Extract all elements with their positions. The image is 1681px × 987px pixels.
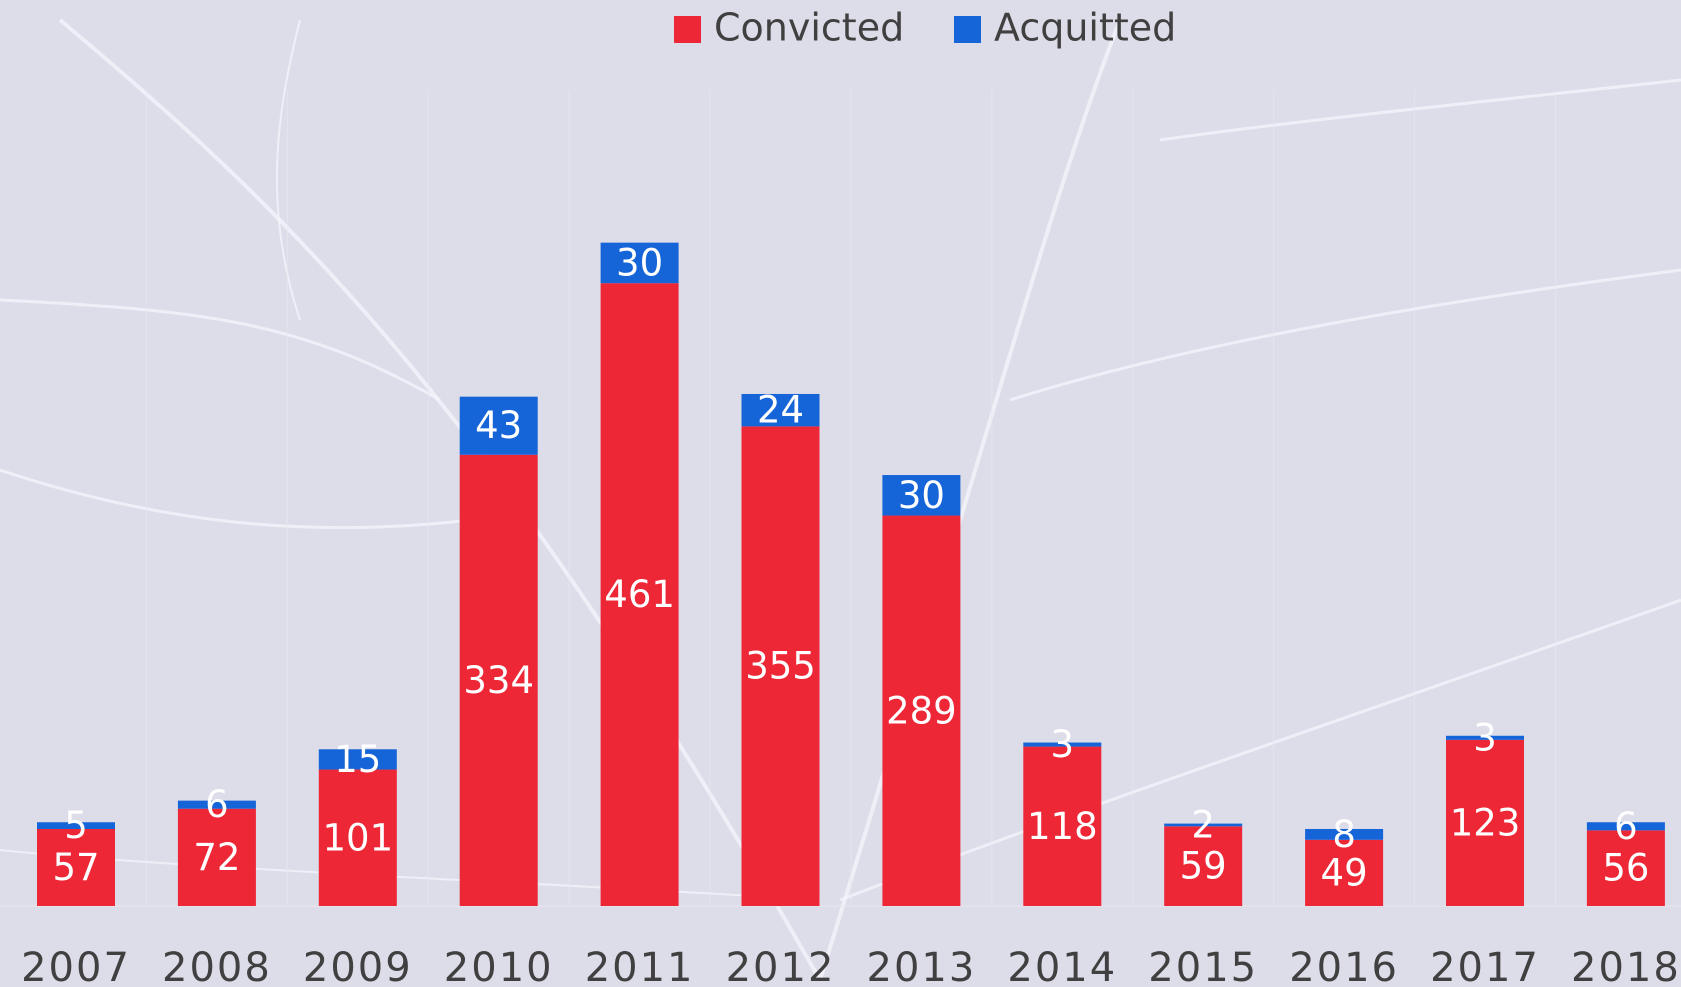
x-tick-label: 2007 <box>21 945 131 987</box>
legend-swatch <box>954 16 981 43</box>
bar-segment <box>37 822 115 829</box>
data-label: 24 <box>757 389 804 432</box>
bar-segment <box>318 769 397 906</box>
data-label: 6 <box>205 783 229 826</box>
bar-segment <box>1446 735 1524 740</box>
bar-segment <box>1586 830 1665 906</box>
bar-segment <box>882 475 961 516</box>
data-label: 5 <box>64 804 88 847</box>
bar-segment <box>1164 826 1243 906</box>
x-tick-label: 2015 <box>1148 945 1258 987</box>
legend-label: Convicted <box>714 6 904 50</box>
x-tick-label: 2009 <box>303 945 413 987</box>
legend-swatch <box>674 16 701 43</box>
bar-segment <box>1305 828 1384 840</box>
x-tick-label: 2014 <box>1007 945 1117 987</box>
data-label: 72 <box>193 836 240 879</box>
data-label: 3 <box>1051 723 1075 766</box>
bar-segment <box>177 808 256 906</box>
x-tick-label: 2010 <box>444 945 554 987</box>
data-label: 2 <box>1191 803 1215 846</box>
data-label: 57 <box>52 846 99 889</box>
x-tick-label: 2017 <box>1430 945 1540 987</box>
data-label: 461 <box>604 573 675 616</box>
data-label: 6 <box>1614 805 1638 848</box>
data-label: 334 <box>463 659 534 702</box>
data-label: 101 <box>322 816 393 859</box>
data-label: 355 <box>745 645 816 688</box>
bar-segment <box>1164 823 1243 827</box>
data-label: 123 <box>1450 801 1521 844</box>
data-label: 59 <box>1180 845 1227 888</box>
data-label: 49 <box>1321 851 1368 894</box>
bar-segment <box>1023 742 1102 747</box>
bar-segment <box>741 393 820 427</box>
data-label: 289 <box>886 689 957 732</box>
x-tick-label: 2016 <box>1289 945 1399 987</box>
data-label: 30 <box>616 241 663 284</box>
bar-segment <box>741 426 820 906</box>
bar-segment <box>1446 739 1524 906</box>
data-label: 3 <box>1473 716 1497 759</box>
bar-segment <box>459 396 538 455</box>
x-tick-label: 2011 <box>585 945 695 987</box>
x-tick-label: 2008 <box>162 945 272 987</box>
bar-segment <box>177 800 256 809</box>
bar-segment <box>600 242 679 284</box>
data-label: 43 <box>475 404 522 447</box>
data-label: 8 <box>1332 813 1356 856</box>
bar-segment <box>37 828 115 906</box>
x-tick-label: 2018 <box>1571 945 1681 987</box>
bar-segment <box>1305 839 1384 906</box>
bar-segment <box>1586 822 1665 831</box>
data-label: 30 <box>898 474 945 517</box>
data-label: 118 <box>1027 805 1098 848</box>
legend-label: Acquitted <box>994 6 1176 50</box>
bar-segment <box>600 283 679 907</box>
bar-segment <box>1023 746 1102 906</box>
data-label: 15 <box>334 738 381 781</box>
x-tick-label: 2012 <box>726 945 836 987</box>
bar-segment <box>318 749 397 770</box>
data-label: 56 <box>1602 847 1649 890</box>
x-tick-label: 2013 <box>867 945 977 987</box>
bar-segment <box>882 515 961 906</box>
bar-segment <box>459 454 538 906</box>
